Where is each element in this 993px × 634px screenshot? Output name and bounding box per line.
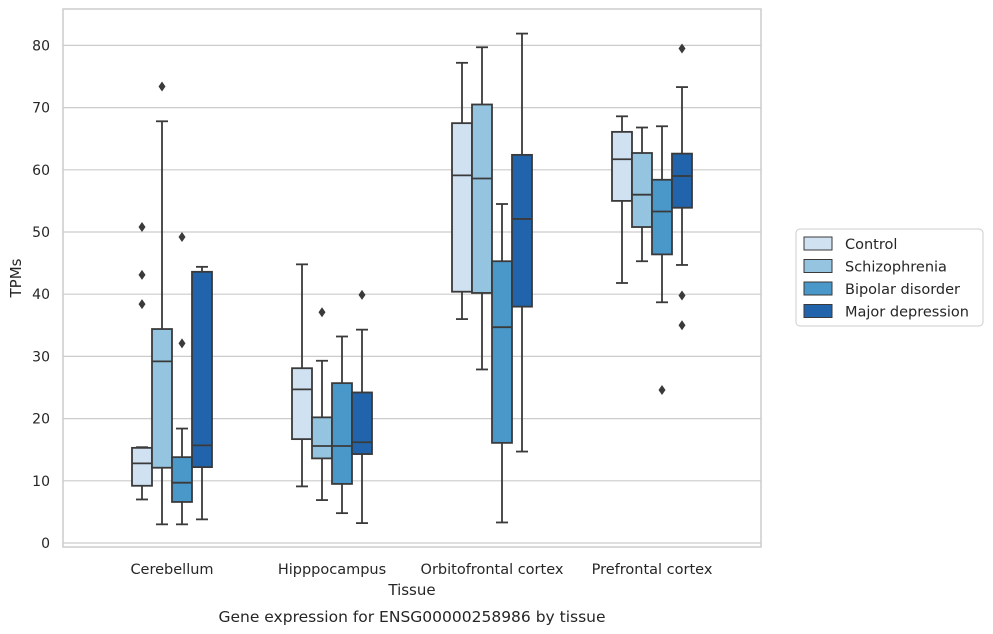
y-tick-label: 70 xyxy=(32,101,50,117)
box-body xyxy=(471,103,493,294)
x-axis-label: Tissue xyxy=(387,581,435,599)
outlier-point xyxy=(178,231,186,242)
y-tick-label: 0 xyxy=(41,536,50,552)
outlier-point xyxy=(678,320,686,331)
box-bipolar-disorder-2 xyxy=(491,203,513,524)
box-body xyxy=(511,153,533,308)
legend-label: Bipolar disorder xyxy=(845,282,960,298)
legend-swatch xyxy=(803,259,833,273)
plot-frame xyxy=(62,8,762,548)
box-body xyxy=(351,391,373,455)
y-tick-label: 40 xyxy=(32,287,50,303)
y-tick-label: 60 xyxy=(32,163,50,179)
box-body xyxy=(311,416,333,460)
box-body xyxy=(651,178,673,256)
legend-items: Control Schizophrenia Bipolar disorder Majo… xyxy=(803,236,969,321)
box-bipolar-disorder-0 xyxy=(171,231,193,526)
legend-label: Major depression xyxy=(845,305,969,321)
box-control-1 xyxy=(291,263,313,488)
box-body xyxy=(631,152,653,228)
x-tick-label: Prefrontal cortex xyxy=(592,562,713,578)
box-schizophrenia-3 xyxy=(631,126,653,263)
box-major-depression-1 xyxy=(351,289,373,524)
box-major-depression-2 xyxy=(511,32,533,453)
y-axis-label: TPMs xyxy=(7,258,25,298)
legend-swatch xyxy=(803,281,833,296)
box-body xyxy=(611,130,633,202)
legend-swatch xyxy=(803,236,833,251)
box-body xyxy=(291,367,313,441)
legend-swatch xyxy=(803,304,833,318)
legend-label: Schizophrenia xyxy=(845,260,947,276)
boxes xyxy=(131,32,693,526)
y-tick-label: 30 xyxy=(32,349,50,365)
box-body xyxy=(151,328,173,469)
outlier-point xyxy=(138,222,146,233)
box-body xyxy=(331,382,353,485)
box-major-depression-3 xyxy=(671,43,693,331)
y-tick-label: 50 xyxy=(32,225,50,241)
outlier-point xyxy=(358,289,366,300)
outlier-point xyxy=(158,81,166,92)
outlier-point xyxy=(318,307,326,318)
x-axis-ticks: Cerebellum Hipppocampus Orbitofrontal cort… xyxy=(130,562,712,578)
box-body xyxy=(131,446,153,487)
y-tick-label: 20 xyxy=(32,412,50,428)
outlier-point xyxy=(138,269,146,280)
y-tick-label: 10 xyxy=(32,474,50,490)
box-schizophrenia-0 xyxy=(151,81,173,526)
box-control-3 xyxy=(611,115,633,284)
x-tick-label: Cerebellum xyxy=(130,562,213,578)
outlier-point xyxy=(678,290,686,301)
legend: Control Schizophrenia Bipolar disorder Majo… xyxy=(795,228,984,327)
y-tick-label: 80 xyxy=(32,38,50,54)
legend-label: Control xyxy=(845,237,897,253)
box-body xyxy=(491,260,513,444)
box-body xyxy=(171,456,193,503)
figure-caption: Gene expression for ENSG00000258986 by t… xyxy=(218,608,605,626)
y-axis-ticks: 0 10 20 30 40 50 60 70 80 xyxy=(32,38,50,552)
box-schizophrenia-2 xyxy=(471,46,493,371)
box-bipolar-disorder-1 xyxy=(331,335,353,515)
box-bipolar-disorder-3 xyxy=(651,125,673,395)
box-body xyxy=(671,152,693,209)
outlier-point xyxy=(178,338,186,349)
box-major-depression-0 xyxy=(191,265,213,521)
outlier-point xyxy=(678,43,686,54)
outlier-point xyxy=(658,384,666,395)
box-body xyxy=(451,122,473,293)
outlier-point xyxy=(138,299,146,310)
legend-frame xyxy=(795,228,984,327)
box-body xyxy=(191,270,213,469)
x-tick-label: Orbitofrontal cortex xyxy=(421,562,564,578)
x-tick-label: Hipppocampus xyxy=(278,562,386,578)
